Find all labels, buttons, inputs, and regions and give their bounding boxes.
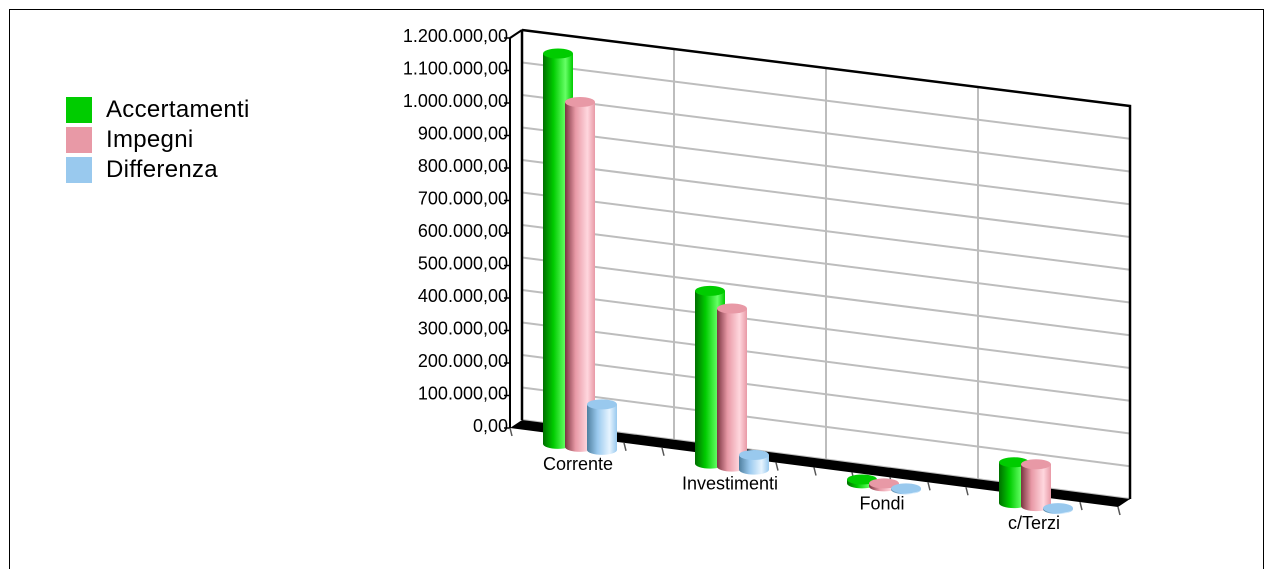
y-tick-label: 900.000,00 <box>418 124 508 144</box>
bar-differenza-corrente <box>587 399 617 455</box>
bar-differenza-fondi <box>891 483 921 495</box>
y-tick-label: 0,00 <box>473 416 508 436</box>
x-category-label: Investimenti <box>682 474 778 494</box>
legend-swatch-accertamenti <box>66 97 92 123</box>
bar-body <box>587 404 617 455</box>
bar-impegni-corrente <box>565 97 595 452</box>
legend-item-accertamenti: Accertamenti <box>66 95 250 125</box>
y-tick-label: 1.000.000,00 <box>403 91 508 111</box>
legend-label-differenza: Differenza <box>106 156 218 183</box>
chart-frame <box>9 9 1264 569</box>
legend-item-differenza: Differenza <box>66 155 250 185</box>
bar-cap <box>543 48 573 59</box>
x-tick-mark <box>509 427 513 437</box>
x-category-label: Corrente <box>543 454 613 474</box>
legend-swatch-impegni <box>66 127 92 153</box>
y-axis-top-cap <box>509 29 523 39</box>
x-tick-mark <box>965 487 969 496</box>
bar-body <box>1021 464 1051 512</box>
bar-cap <box>717 303 747 314</box>
x-tick-mark <box>813 467 817 476</box>
bar-body <box>565 102 595 452</box>
bar-cap <box>1043 503 1073 514</box>
y-tick-label: 1.200.000,00 <box>403 26 508 46</box>
legend-label-impegni: Impegni <box>106 126 194 153</box>
x-tick-mark <box>1079 501 1083 511</box>
y-tick-label: 800.000,00 <box>418 156 508 176</box>
x-category-label: Fondi <box>859 493 904 513</box>
bar-cap <box>587 399 617 410</box>
y-tick-label: 600.000,00 <box>418 221 508 241</box>
bar-impegni-investimenti <box>717 303 747 472</box>
bar-body <box>717 308 747 472</box>
legend-swatch-differenza <box>66 157 92 183</box>
bar-body <box>739 454 769 475</box>
y-tick-label: 400.000,00 <box>418 286 508 306</box>
y-tick-label: 200.000,00 <box>418 351 508 371</box>
bar-cap <box>739 449 769 460</box>
y-tick-label: 300.000,00 <box>418 319 508 339</box>
bar-impegni-c-terzi <box>1021 459 1051 512</box>
x-tick-mark <box>927 482 931 491</box>
plot-frame-border <box>521 28 1132 499</box>
chart-legend: Accertamenti Impegni Differenza <box>66 95 250 185</box>
x-axis-floor <box>510 420 1130 507</box>
y-tick-label: 1.100.000,00 <box>403 59 508 79</box>
y-tick-label: 500.000,00 <box>418 254 508 274</box>
x-tick-mark <box>1117 506 1121 516</box>
x-tick-mark <box>775 462 779 471</box>
bar-differenza-c-terzi <box>1043 503 1073 515</box>
bar-cap <box>891 483 921 494</box>
bar-cap <box>565 97 595 108</box>
bar-cap <box>695 285 725 296</box>
y-tick-label: 700.000,00 <box>418 189 508 209</box>
bar-cap <box>847 474 877 485</box>
x-tick-mark <box>623 442 627 451</box>
bar-cap <box>1021 459 1051 470</box>
x-tick-mark <box>661 447 665 456</box>
y-tick-label: 100.000,00 <box>418 384 508 404</box>
bar-differenza-investimenti <box>739 449 769 475</box>
bar-cap <box>869 478 899 489</box>
grid-lines <box>521 29 1131 500</box>
legend-label-accertamenti: Accertamenti <box>106 96 250 123</box>
x-category-label: c/Terzi <box>1008 513 1060 533</box>
legend-item-impegni: Impegni <box>66 125 250 155</box>
